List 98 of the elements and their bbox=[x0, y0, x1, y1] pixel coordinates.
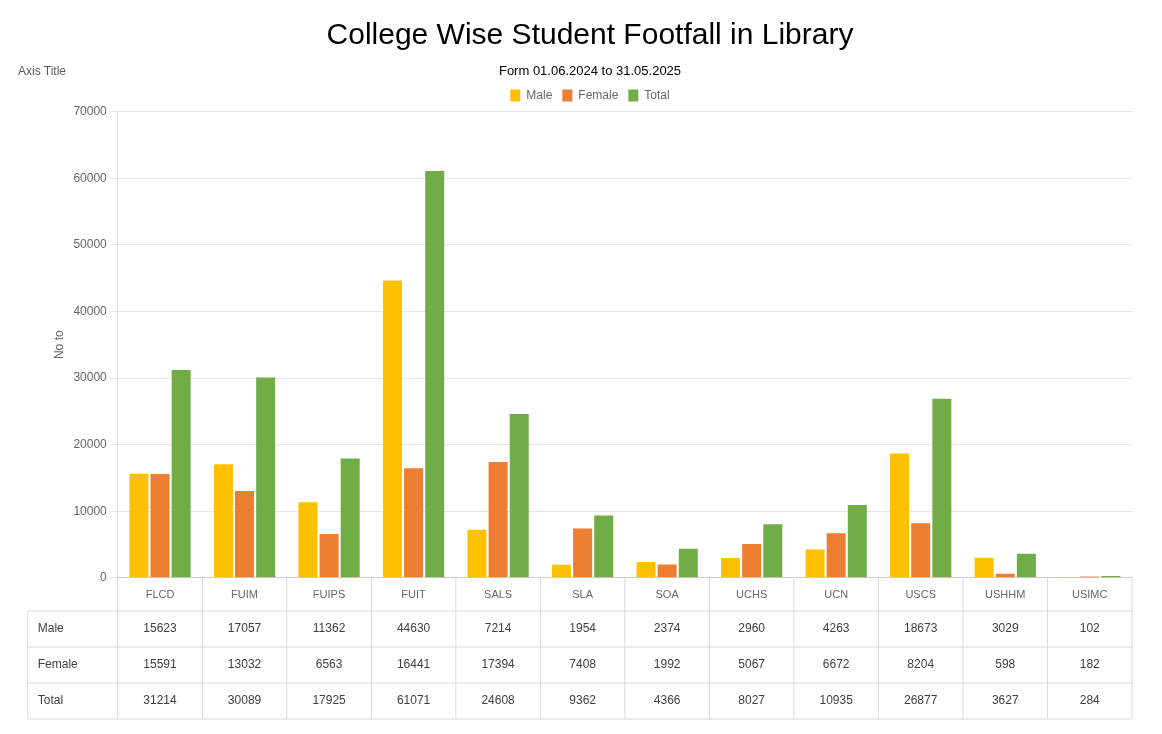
bar bbox=[721, 558, 741, 578]
data-label: 8027 bbox=[738, 693, 766, 708]
bar bbox=[636, 561, 656, 578]
bar bbox=[594, 515, 614, 578]
data-label: 598 bbox=[995, 657, 1016, 672]
text: Female bbox=[37, 657, 78, 672]
y-tick-label: 30000 bbox=[73, 370, 108, 385]
text: Total bbox=[37, 693, 64, 708]
bar bbox=[1016, 553, 1036, 578]
y-tick-label: 50000 bbox=[73, 237, 108, 252]
data-label: 4263 bbox=[822, 621, 850, 636]
legend-label: Female bbox=[578, 87, 619, 102]
data-label: 8204 bbox=[907, 657, 935, 672]
x-tick-label: SOA bbox=[655, 588, 680, 601]
data-label: 17925 bbox=[312, 693, 347, 708]
bar bbox=[742, 544, 762, 578]
x-tick-label: FUIPS bbox=[312, 588, 346, 601]
bar bbox=[657, 564, 677, 578]
bar bbox=[171, 369, 191, 578]
legend-label: Male bbox=[526, 87, 553, 102]
data-label: 5067 bbox=[738, 657, 766, 672]
bar bbox=[890, 453, 910, 578]
x-tick-label: SLA bbox=[572, 588, 594, 601]
bar bbox=[551, 564, 571, 578]
bar bbox=[235, 491, 255, 578]
data-label: 2374 bbox=[653, 621, 681, 636]
legend-label: Total bbox=[644, 87, 670, 102]
x-tick-label: USCS bbox=[905, 588, 936, 601]
y-tick-label: 20000 bbox=[73, 436, 108, 451]
bar bbox=[509, 413, 529, 578]
y-tick-label: 0 bbox=[100, 570, 108, 585]
data-label: 18673 bbox=[904, 621, 938, 636]
bar bbox=[467, 529, 487, 578]
data-label: 31214 bbox=[143, 693, 178, 708]
bar bbox=[488, 461, 508, 578]
bar bbox=[826, 533, 846, 578]
bar bbox=[847, 504, 867, 578]
data-label: 30089 bbox=[227, 693, 262, 708]
data-label: 10935 bbox=[819, 693, 854, 708]
data-label: 15623 bbox=[143, 621, 178, 636]
bar bbox=[678, 548, 698, 578]
x-tick-label: SALS bbox=[484, 588, 513, 601]
data-label: 17057 bbox=[227, 621, 262, 636]
bar bbox=[763, 524, 783, 578]
y-tick-label: 60000 bbox=[73, 170, 108, 185]
data-label: 44630 bbox=[396, 621, 431, 636]
data-label: 24608 bbox=[481, 693, 516, 708]
data-label: 61071 bbox=[396, 693, 431, 708]
data-label: 7214 bbox=[484, 621, 512, 636]
bar bbox=[425, 171, 445, 578]
data-label: 13032 bbox=[227, 657, 262, 672]
data-label: 4366 bbox=[653, 693, 681, 708]
bar bbox=[382, 280, 402, 578]
data-label: 6672 bbox=[822, 657, 850, 672]
data-label: 1954 bbox=[569, 621, 597, 636]
bar bbox=[932, 398, 952, 578]
data-label: 182 bbox=[1079, 657, 1101, 672]
x-tick-label: USIMC bbox=[1072, 588, 1108, 601]
data-label: 26877 bbox=[904, 693, 938, 708]
text: Male bbox=[37, 621, 64, 636]
text: Axis Title bbox=[18, 63, 67, 78]
data-label: 3627 bbox=[991, 693, 1019, 708]
bar bbox=[974, 557, 994, 578]
bar bbox=[256, 377, 276, 578]
bar bbox=[911, 523, 931, 578]
data-label: 3029 bbox=[991, 621, 1019, 636]
bar bbox=[213, 464, 233, 578]
x-tick-label: UCHS bbox=[736, 588, 768, 601]
data-label: 9362 bbox=[569, 693, 597, 708]
x-tick-label: UCN bbox=[824, 588, 849, 601]
x-tick-label: FLCD bbox=[145, 588, 175, 601]
data-label: 16441 bbox=[396, 657, 431, 672]
bar bbox=[805, 549, 825, 578]
data-label: 15591 bbox=[143, 657, 178, 672]
data-label: 7408 bbox=[569, 657, 597, 672]
x-tick-label: FUIM bbox=[231, 588, 258, 601]
bar bbox=[340, 458, 360, 578]
y-tick-label: 70000 bbox=[73, 103, 108, 118]
data-label: 11362 bbox=[312, 621, 346, 636]
x-tick-label: FUIT bbox=[401, 588, 427, 601]
data-label: 284 bbox=[1079, 693, 1101, 708]
data-label: 6563 bbox=[315, 657, 343, 672]
data-label: 1992 bbox=[653, 657, 681, 672]
data-label: 2960 bbox=[738, 621, 766, 636]
x-tick-label: USHHM bbox=[985, 588, 1026, 601]
data-label: 17394 bbox=[481, 657, 516, 672]
bar bbox=[319, 534, 339, 578]
chart-subtitle: Form 01.06.2024 to 31.05.2025 bbox=[498, 63, 682, 79]
bar bbox=[404, 468, 424, 578]
y-tick-label: 40000 bbox=[73, 303, 108, 318]
y-axis-title: No to bbox=[51, 330, 66, 360]
bar bbox=[573, 528, 593, 578]
chart-title: College Wise Student Footfall in Library bbox=[326, 17, 854, 51]
bar bbox=[129, 473, 149, 578]
bar bbox=[298, 502, 318, 578]
bar bbox=[150, 473, 170, 578]
y-tick-label: 10000 bbox=[73, 503, 108, 518]
data-label: 102 bbox=[1079, 621, 1101, 636]
